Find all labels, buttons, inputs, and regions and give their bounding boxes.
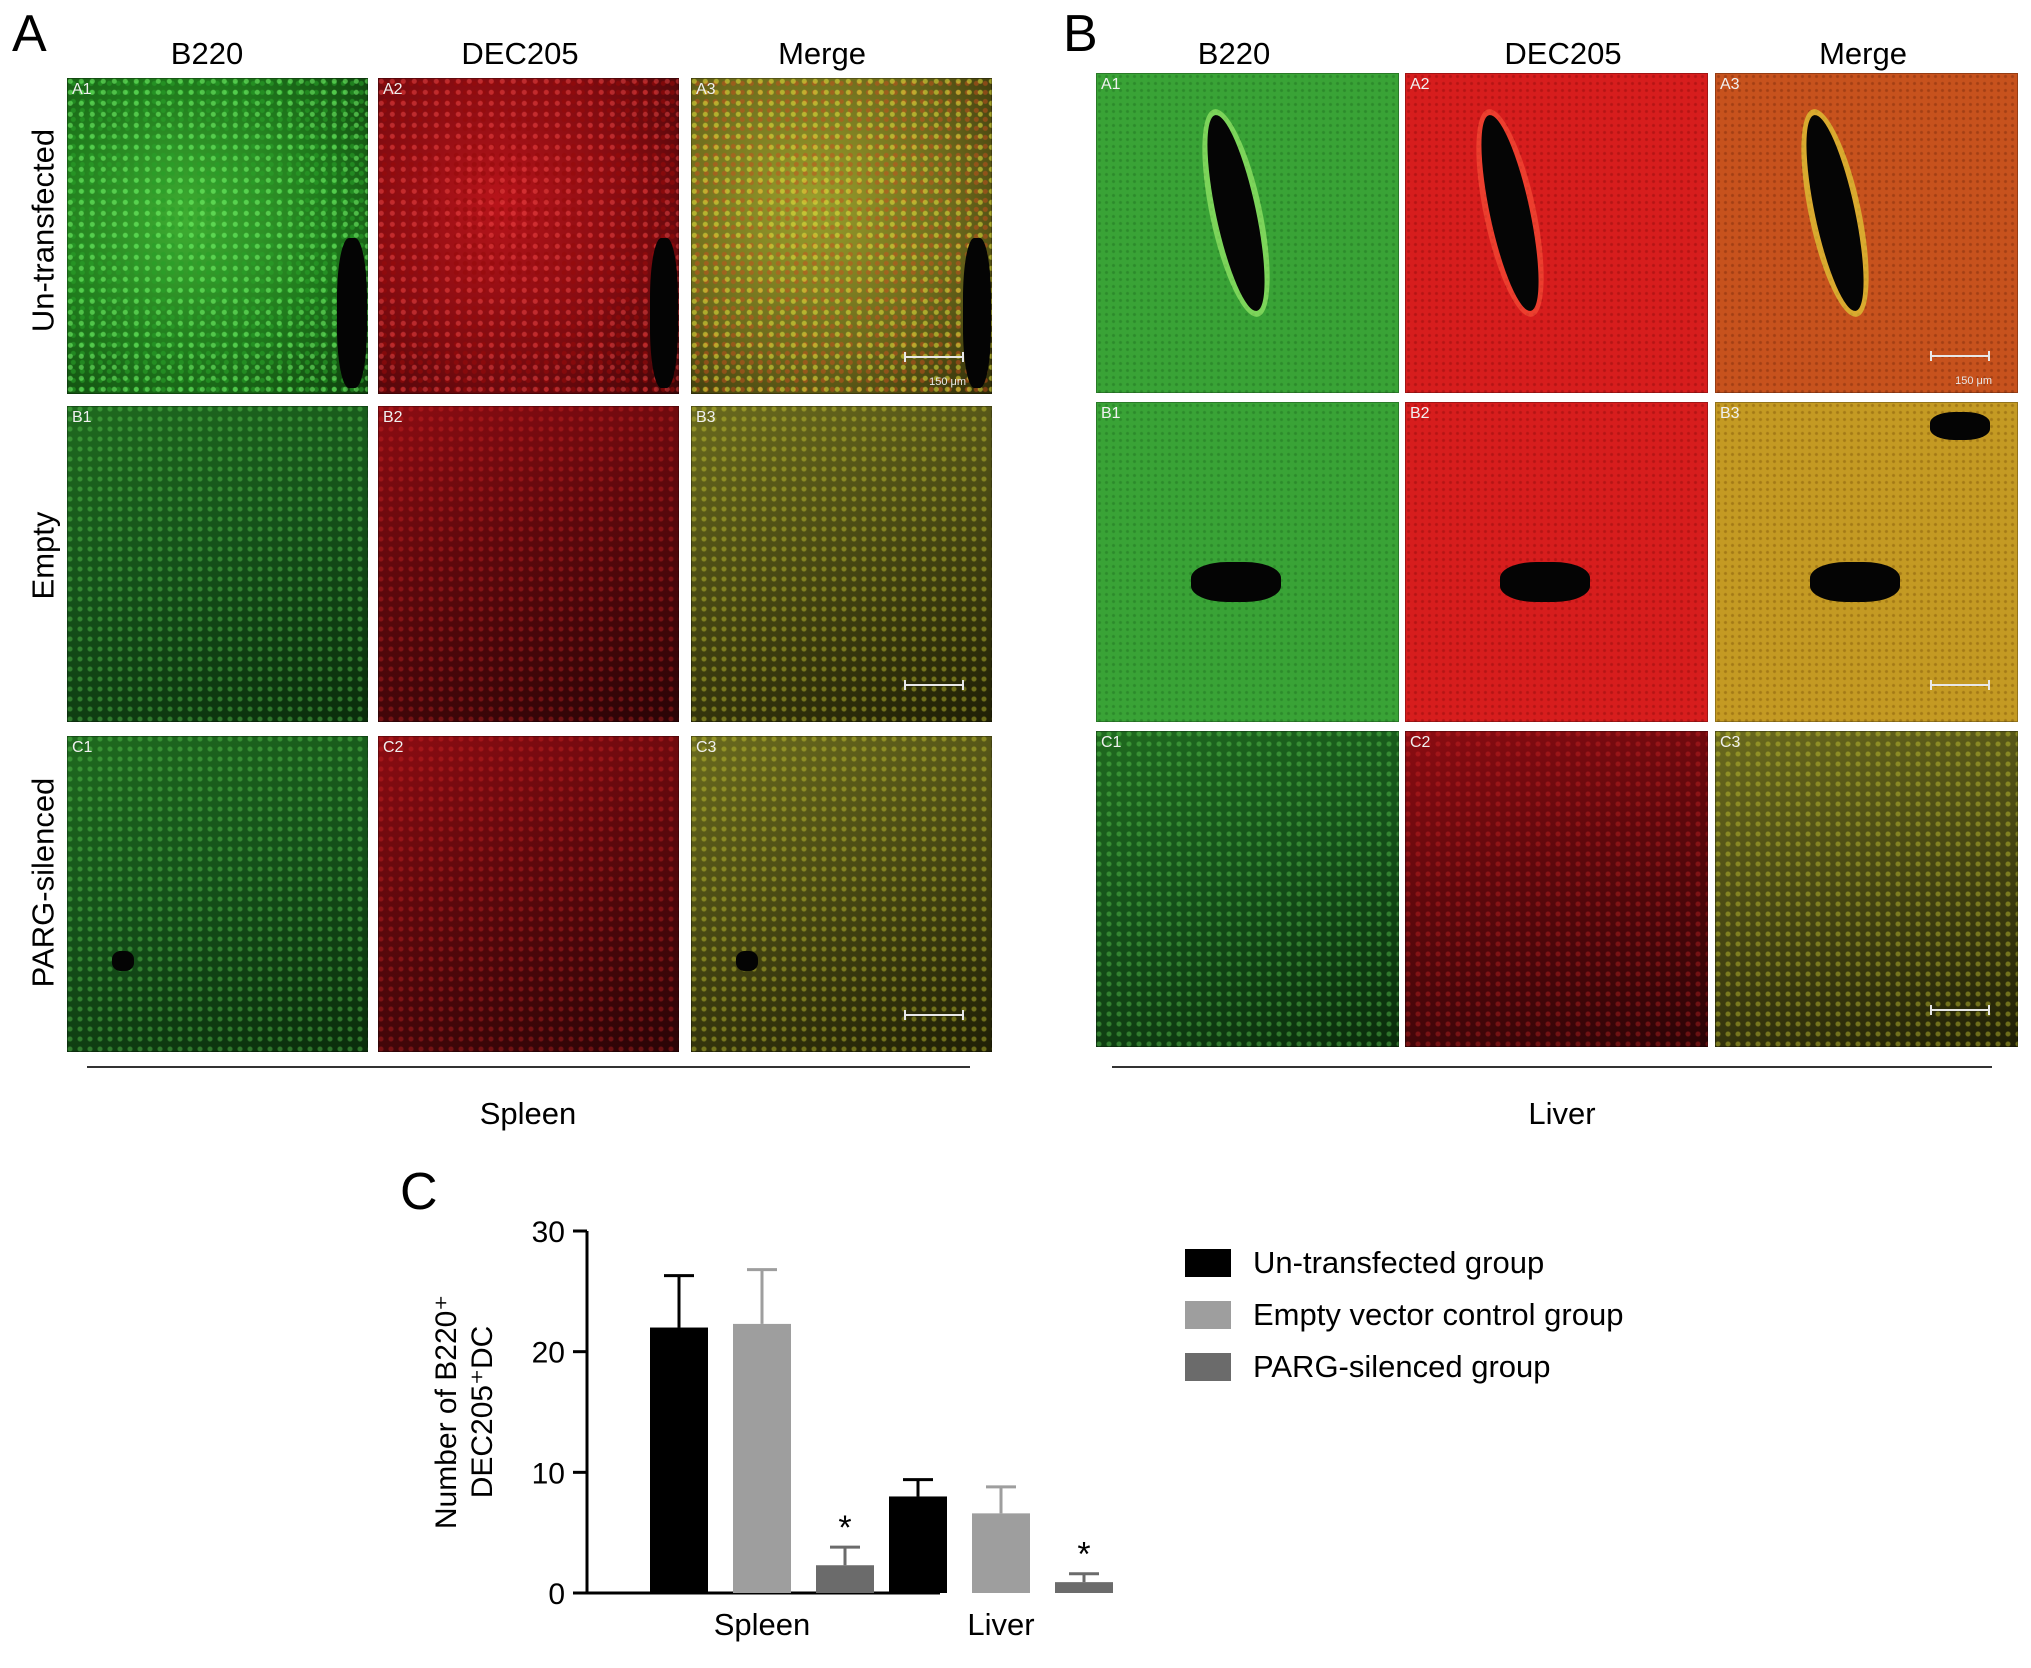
- liver-b220-empty-image: B1: [1096, 402, 1399, 722]
- legend-label: Empty vector control group: [1253, 1297, 1624, 1332]
- scale-label: 150 μm: [929, 376, 966, 388]
- legend-swatch: [1185, 1249, 1231, 1277]
- bar: [889, 1496, 947, 1593]
- image-tag: C2: [1410, 734, 1431, 751]
- bar: [972, 1513, 1030, 1593]
- image-tag: B3: [696, 409, 716, 426]
- bar: [650, 1327, 708, 1593]
- bar: [733, 1323, 791, 1593]
- scale-bar: [1930, 680, 1990, 700]
- liver-dec205-empty-image: B2: [1405, 402, 1708, 722]
- panel-b-col-merge: Merge: [1819, 36, 1907, 71]
- panel-a-col-b220: B220: [170, 36, 244, 71]
- panel-a-row-empty: Empty: [25, 511, 61, 600]
- liver-b220-untransfected-image: A1: [1096, 73, 1399, 393]
- legend-label: Un-transfected group: [1253, 1245, 1545, 1280]
- legend-item: PARG-silenced group: [1185, 1349, 1551, 1385]
- x-category-label: Spleen: [714, 1607, 811, 1642]
- image-tag: C3: [1720, 734, 1741, 751]
- significance-marker: *: [838, 1509, 851, 1547]
- liver-dec205-untransfected-image: A2: [1405, 73, 1708, 393]
- liver-merge-empty-image: B3: [1715, 402, 2018, 722]
- scale-bar: [904, 680, 964, 700]
- panel-a-col-merge: Merge: [778, 36, 866, 71]
- image-tag: A2: [383, 81, 403, 98]
- legend-item: Un-transfected group: [1185, 1245, 1544, 1281]
- liver-merge-untransfected-image: A3 150 μm: [1715, 73, 2018, 393]
- spleen-b220-parg-silenced-image: C1: [67, 736, 368, 1052]
- y-tick-label: 30: [532, 1216, 565, 1249]
- significance-marker: *: [1077, 1536, 1090, 1574]
- image-tag: B3: [1720, 405, 1740, 422]
- image-tag: A1: [72, 81, 92, 98]
- spleen-b220-empty-image: B1: [67, 406, 368, 722]
- y-tick-label: 10: [532, 1457, 565, 1490]
- image-tag: C3: [696, 739, 717, 756]
- spleen-dec205-empty-image: B2: [378, 406, 679, 722]
- panel-a-row-parg-silenced: PARG-silenced: [25, 777, 61, 988]
- spleen-b220-untransfected-image: A1: [67, 78, 368, 394]
- bar: [1055, 1582, 1113, 1593]
- liver-label: Liver: [1528, 1096, 1596, 1131]
- panel-b-col-b220: B220: [1197, 36, 1271, 71]
- liver-dec205-parg-silenced-image: C2: [1405, 731, 1708, 1047]
- panel-b-letter: B: [1063, 5, 1098, 63]
- scale-bar: [1930, 351, 1990, 371]
- scale-bar: [904, 1010, 964, 1030]
- image-tag: B2: [383, 409, 403, 426]
- spleen-merge-untransfected-image: A3 150 μm: [691, 78, 992, 394]
- image-tag: A2: [1410, 76, 1430, 93]
- image-tag: A3: [1720, 76, 1740, 93]
- image-tag: C2: [383, 739, 404, 756]
- legend-item: Empty vector control group: [1185, 1297, 1623, 1333]
- panel-a-row-untransfected: Un-transfected: [25, 128, 61, 333]
- scale-bar: [904, 352, 964, 372]
- bar-chart: 0 10 20 30 Number of B220⁺ DEC205⁺DC * Spleen * L…: [420, 1180, 1670, 1663]
- image-tag: A3: [696, 81, 716, 98]
- image-tag: B1: [1101, 405, 1121, 422]
- scale-bar: [1930, 1005, 1990, 1025]
- liver-divider: [1112, 1066, 1992, 1068]
- spleen-dec205-parg-silenced-image: C2: [378, 736, 679, 1052]
- liver-b220-parg-silenced-image: C1: [1096, 731, 1399, 1047]
- image-tag: A1: [1101, 76, 1121, 93]
- y-tick-label: 20: [532, 1337, 565, 1370]
- panel-b-col-dec205: DEC205: [1504, 36, 1622, 71]
- spleen-divider: [87, 1066, 970, 1068]
- spleen-label: Spleen: [479, 1096, 577, 1131]
- panel-a-letter: A: [12, 5, 47, 63]
- legend-swatch: [1185, 1301, 1231, 1329]
- image-tag: B1: [72, 409, 92, 426]
- spleen-merge-empty-image: B3: [691, 406, 992, 722]
- scale-label: 150 μm: [1955, 375, 1992, 387]
- spleen-dec205-untransfected-image: A2: [378, 78, 679, 394]
- y-axis-label-line2: DEC205⁺DC: [466, 1326, 499, 1499]
- y-tick-label: 0: [548, 1578, 565, 1611]
- panel-c-letter: C: [400, 1163, 438, 1221]
- x-category-label: Liver: [967, 1607, 1034, 1642]
- panel-a-col-dec205: DEC205: [461, 36, 579, 71]
- legend-swatch: [1185, 1353, 1231, 1381]
- image-tag: B2: [1410, 405, 1430, 422]
- image-tag: C1: [72, 739, 93, 756]
- bar: [816, 1565, 874, 1593]
- image-tag: C1: [1101, 734, 1122, 751]
- y-axis-label-line1: Number of B220⁺: [430, 1295, 463, 1529]
- liver-merge-parg-silenced-image: C3: [1715, 731, 2018, 1047]
- spleen-merge-parg-silenced-image: C3: [691, 736, 992, 1052]
- legend-label: PARG-silenced group: [1253, 1349, 1551, 1384]
